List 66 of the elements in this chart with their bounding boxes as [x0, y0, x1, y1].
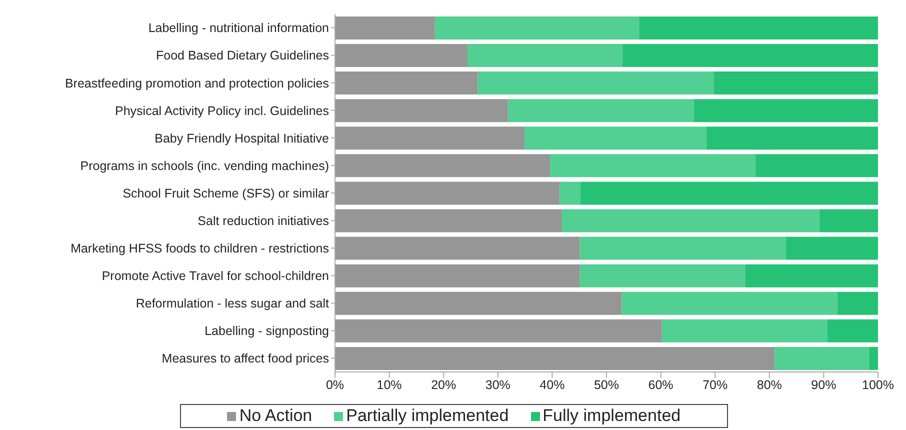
- x-tick-label: 10%: [376, 378, 402, 392]
- y-tick-label: Physical Activity Policy incl. Guidelines: [115, 104, 329, 118]
- bar: [714, 72, 878, 95]
- bar: [580, 264, 746, 288]
- x-tick-label: 40%: [540, 378, 565, 392]
- bar: [622, 44, 878, 68]
- x-tick-label: 50%: [594, 378, 620, 392]
- bar: [580, 236, 786, 260]
- bar: [755, 154, 878, 178]
- bar: [335, 236, 580, 260]
- bar: [562, 209, 820, 232]
- bar: [639, 16, 878, 40]
- bar: [694, 99, 878, 122]
- bar: [335, 72, 478, 95]
- bar: [837, 292, 878, 315]
- bar: [478, 72, 714, 95]
- bar: [335, 182, 560, 205]
- bar: [819, 209, 878, 232]
- bar: [335, 154, 550, 178]
- bar: [434, 16, 640, 40]
- bar: [335, 292, 622, 315]
- bar: [560, 182, 580, 205]
- x-tick-label: 20%: [431, 378, 456, 392]
- legend-label: Partially implemented: [346, 405, 509, 427]
- bar: [335, 99, 508, 122]
- y-tick-label: Programs in schools (inc. vending machines): [80, 158, 329, 173]
- bar: [774, 346, 869, 370]
- bar: [335, 346, 775, 370]
- bar: [828, 319, 878, 342]
- x-tick-label: 30%: [485, 378, 510, 392]
- bar: [335, 16, 435, 40]
- bar: [868, 346, 878, 370]
- legend-label: No Action: [239, 405, 312, 427]
- bar: [662, 319, 828, 342]
- y-tick-label: Baby Friendly Hospital Initiative: [154, 131, 330, 146]
- bar: [622, 292, 838, 315]
- bar: [335, 264, 580, 288]
- bar: [335, 209, 562, 232]
- x-tick-label: 80%: [756, 378, 782, 392]
- bar: [335, 44, 468, 68]
- bar: [580, 182, 878, 205]
- x-tick-label: 100%: [862, 378, 894, 392]
- bar: [335, 319, 662, 342]
- y-tick-label: School Fruit Scheme (SFS) or similar: [122, 186, 329, 200]
- bar: [706, 126, 878, 150]
- bar: [524, 126, 706, 150]
- x-tick-label: 60%: [648, 378, 674, 392]
- bar: [746, 264, 878, 288]
- y-tick-label: Reformulation - less sugar and salt: [136, 296, 330, 311]
- y-tick-label: Marketing HFSS foods to children - restrictions: [70, 242, 329, 256]
- y-tick-label: Food Based Dietary Guidelines: [156, 48, 329, 63]
- y-tick-label: Labelling - signposting: [204, 324, 330, 338]
- y-tick-label: Breastfeeding promotion and protection policies: [64, 76, 329, 90]
- bar: [550, 154, 756, 178]
- x-tick-label: 0%: [326, 378, 344, 392]
- bar: [467, 44, 622, 68]
- y-tick-label: Promote Active Travel for school-children: [102, 269, 330, 284]
- bar: [786, 236, 878, 260]
- x-tick-label: 70%: [702, 378, 728, 392]
- x-tick-label: 90%: [811, 378, 836, 392]
- y-tick-label: Measures to affect food prices: [162, 352, 329, 366]
- legend-label: Fully implemented: [542, 405, 681, 427]
- y-tick-label: Salt reduction initiatives: [198, 214, 329, 228]
- y-tick-label: Labelling - nutritional information: [148, 21, 330, 36]
- bar: [508, 99, 694, 122]
- bar: [335, 126, 525, 150]
